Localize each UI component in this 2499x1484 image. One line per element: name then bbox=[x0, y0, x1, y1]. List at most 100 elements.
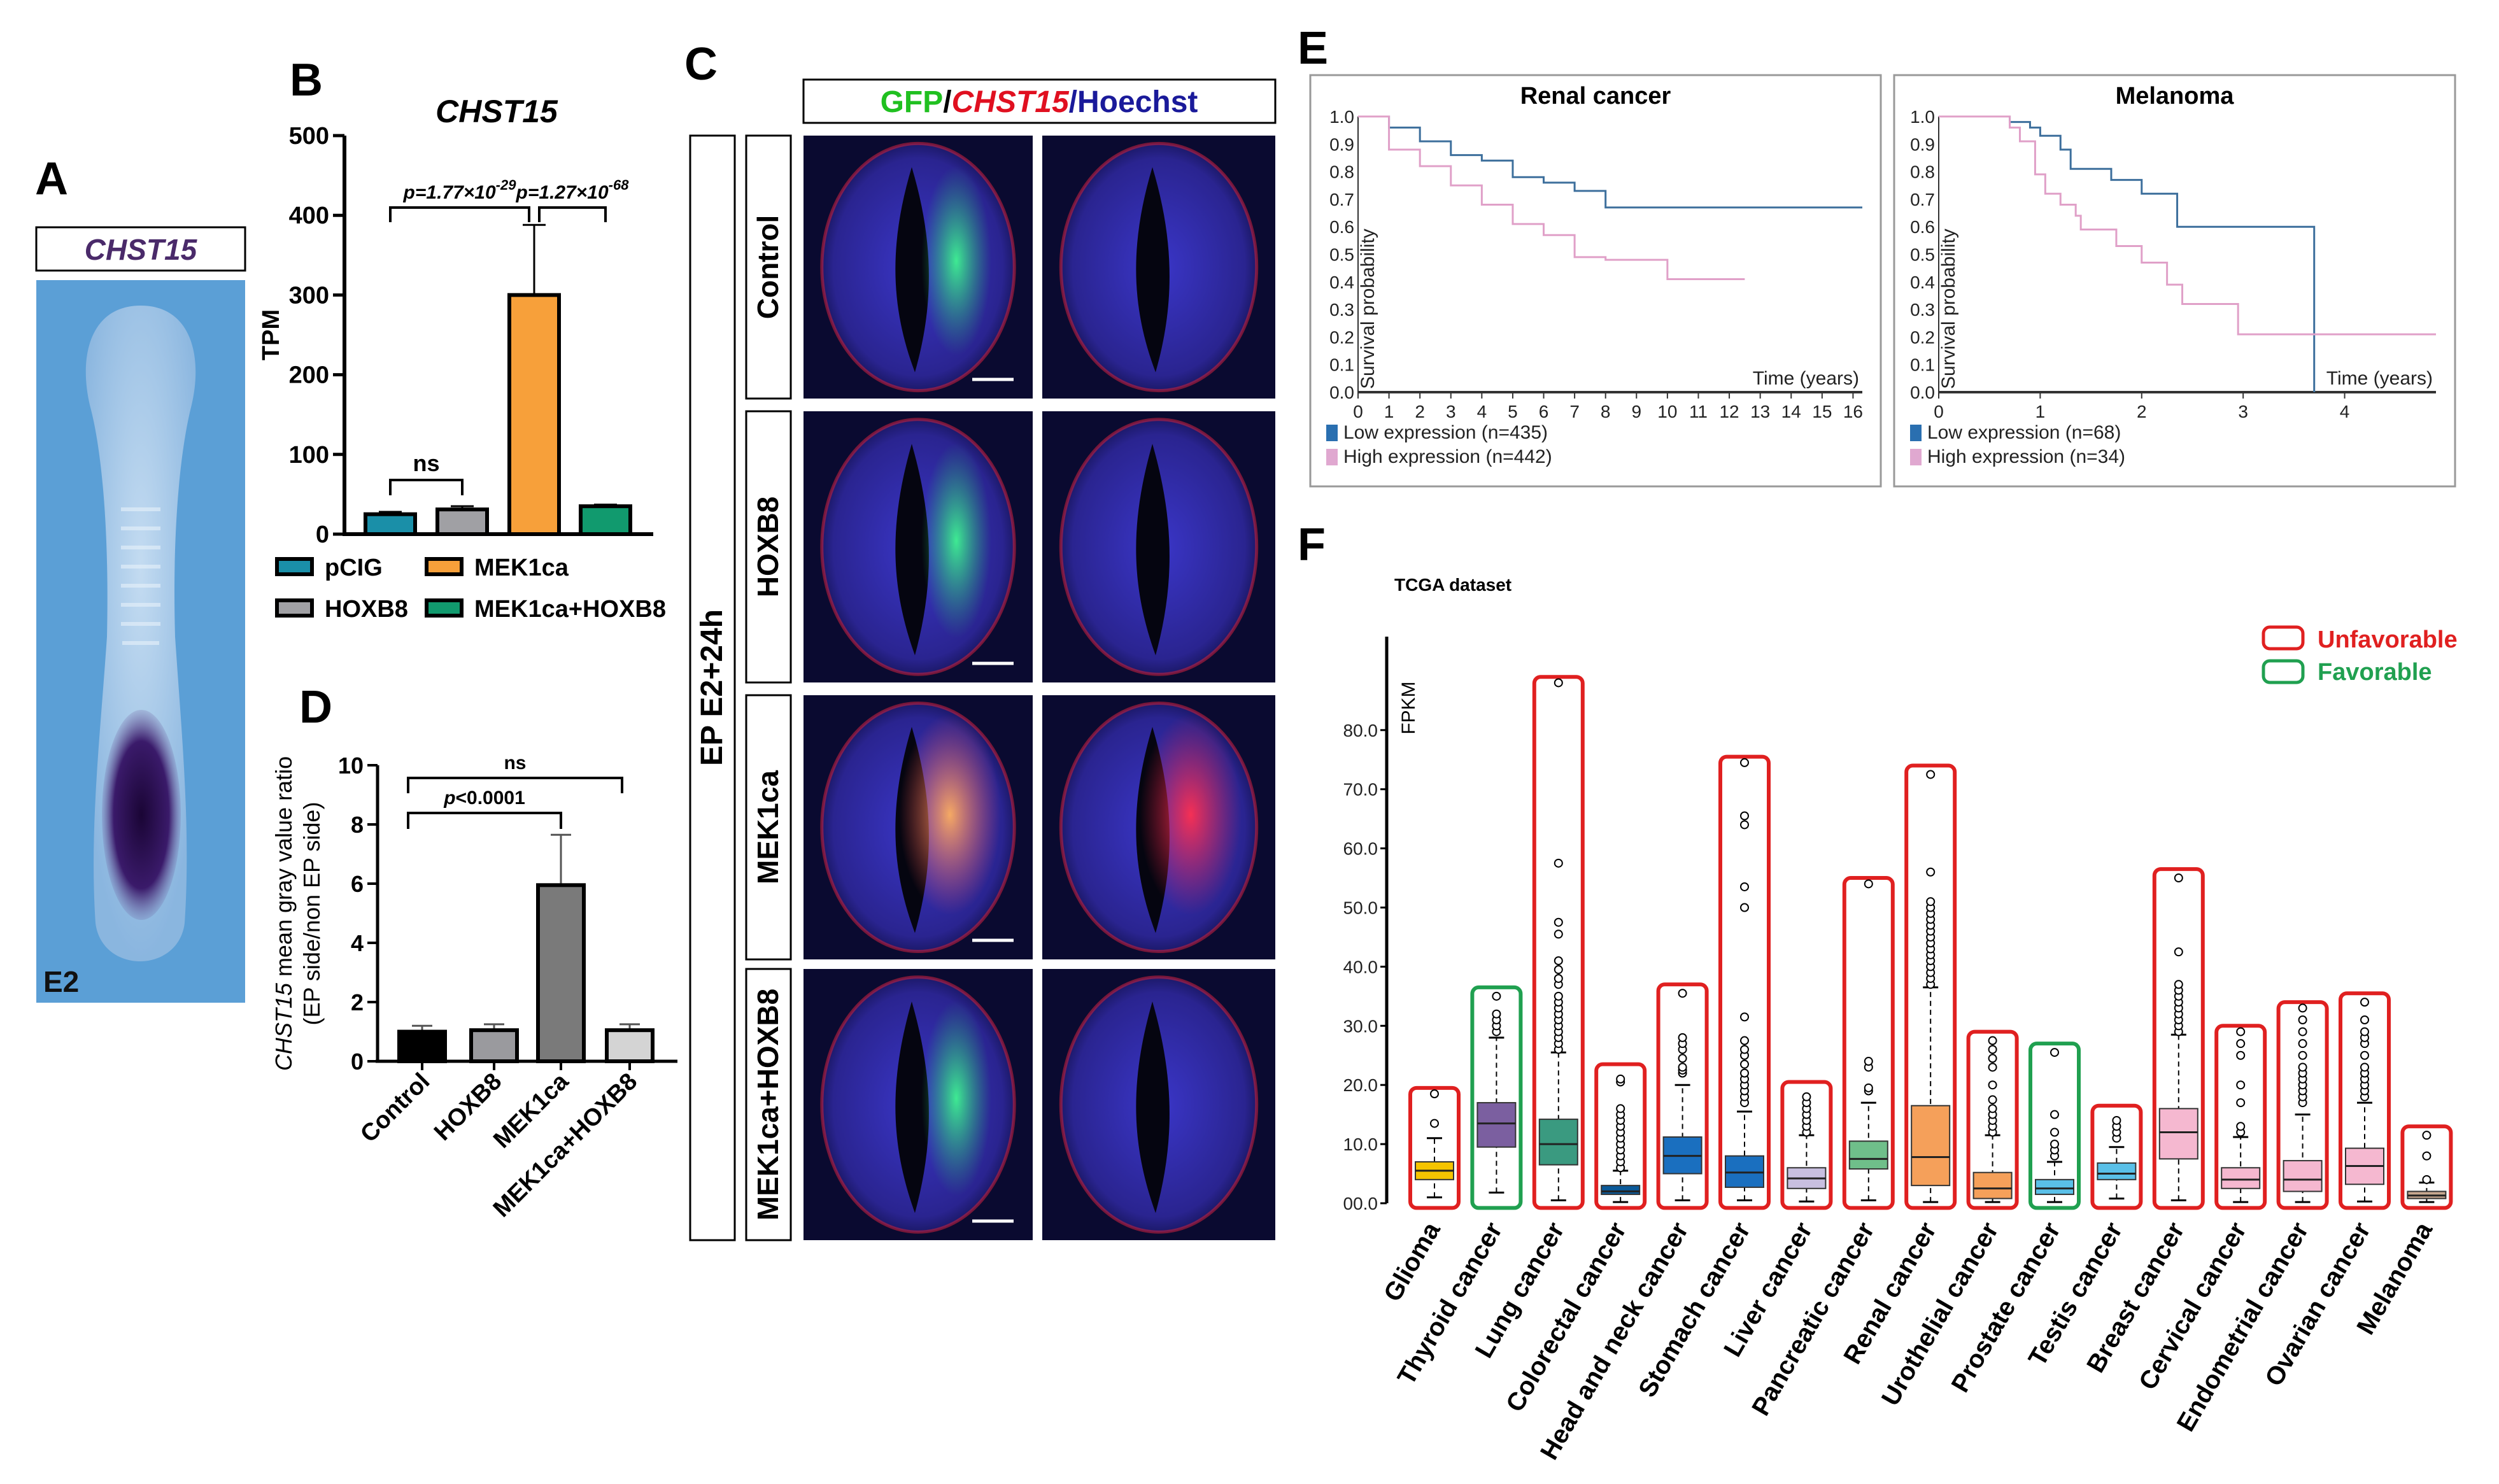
y-tick-label: 0.3 bbox=[1329, 300, 1354, 320]
header-gfp: GFP bbox=[881, 85, 944, 119]
p-symbol: p bbox=[516, 182, 528, 203]
outlier-point bbox=[1988, 1063, 1997, 1072]
boxplot-melanoma bbox=[2400, 1124, 2453, 1210]
boxplot-endometrial-cancer bbox=[2276, 1000, 2329, 1210]
significance-bracket bbox=[389, 479, 464, 495]
panel-label-a: A bbox=[35, 153, 68, 204]
outlier-point bbox=[1802, 1092, 1811, 1101]
outlier-point bbox=[1864, 1083, 1873, 1092]
outlier-point bbox=[1926, 867, 1936, 877]
panel-label-c: C bbox=[684, 39, 718, 90]
chart-d-ylabel-line2: (EP side/non EP side) bbox=[299, 802, 325, 1026]
y-tick-label: 10.0 bbox=[1343, 1134, 1378, 1154]
outlier-point bbox=[2050, 1140, 2059, 1149]
boxplot-liver-cancer bbox=[1780, 1080, 1833, 1210]
prognosis-outline bbox=[1594, 1062, 1647, 1210]
stage-label: E2 bbox=[43, 965, 79, 998]
outlier-point bbox=[1554, 956, 1563, 966]
y-tick-label: 0.5 bbox=[1329, 245, 1354, 265]
outlier-point bbox=[1554, 991, 1563, 1001]
p-value-text: <0.0001 bbox=[456, 788, 525, 809]
survival-curve-low bbox=[1939, 115, 2316, 392]
outlier-point bbox=[2236, 1039, 2246, 1049]
chst15-signal bbox=[899, 714, 1001, 915]
y-tick-label: 2 bbox=[351, 989, 364, 1015]
prognosis-outline bbox=[2214, 1024, 2267, 1210]
gfp-signal bbox=[921, 166, 991, 356]
x-tick-label: 8 bbox=[1601, 402, 1611, 421]
outlier-point bbox=[1740, 1059, 1749, 1069]
prognosis-outline bbox=[2152, 867, 2205, 1210]
outlier-point bbox=[1554, 858, 1563, 868]
outlier-point bbox=[1740, 1036, 1749, 1045]
tissue-outline bbox=[820, 418, 1016, 676]
panel-a: A CHST15 E2 bbox=[35, 153, 246, 1003]
x-axis-label: Time (years) bbox=[1753, 368, 1859, 389]
side-label: EP E2+24h bbox=[695, 609, 729, 766]
outlier-point bbox=[1616, 1104, 1625, 1113]
row-label: MEK1ca+HOXB8 bbox=[751, 989, 784, 1220]
lumen bbox=[895, 1001, 929, 1213]
prognosis-outline bbox=[1718, 754, 1771, 1210]
significance-bracket bbox=[407, 777, 623, 793]
outlier-point bbox=[2422, 1151, 2432, 1161]
y-tick-label: 80.0 bbox=[1343, 721, 1378, 740]
outlier-point bbox=[2174, 947, 2183, 957]
outlier-point bbox=[1926, 770, 1936, 779]
legend-label: High expression (n=442) bbox=[1343, 446, 1552, 467]
prognosis-outline bbox=[1842, 876, 1895, 1210]
y-tick-label: 0.4 bbox=[1910, 272, 1935, 292]
outlier-point bbox=[1988, 1036, 1997, 1045]
box bbox=[2283, 1160, 2323, 1192]
row-label: HOXB8 bbox=[751, 497, 784, 597]
outlier-point bbox=[2236, 1122, 2246, 1131]
boxplot-pancreatic-cancer bbox=[1842, 876, 1895, 1210]
outlier-point bbox=[1430, 1089, 1439, 1099]
y-tick-label: 0 bbox=[351, 1049, 364, 1075]
prognosis-outline bbox=[1966, 1029, 2019, 1210]
outlier-point bbox=[1430, 1119, 1439, 1128]
outlier-point bbox=[1554, 965, 1563, 975]
y-tick-label: 0.3 bbox=[1910, 300, 1935, 320]
outlier-point bbox=[1988, 1045, 1997, 1054]
p-symbol: p bbox=[443, 788, 455, 809]
panel-a-title: CHST15 bbox=[85, 233, 198, 266]
boxplot-glioma bbox=[1408, 1085, 1461, 1210]
chart-f-ylabel: FPKM bbox=[1398, 681, 1419, 734]
legend-label: HOXB8 bbox=[325, 596, 408, 623]
survival-curve-high bbox=[1939, 115, 2436, 336]
y-tick-label: 0.0 bbox=[1910, 383, 1935, 402]
boxplot-colorectal-cancer bbox=[1594, 1062, 1647, 1210]
row-label: MEK1ca bbox=[751, 770, 784, 884]
bar-pCIG bbox=[364, 512, 417, 537]
outlier-point bbox=[2050, 1048, 2059, 1057]
x-tick-label: 5 bbox=[1508, 402, 1518, 421]
p-value-label: ns bbox=[504, 753, 526, 774]
km-title: Melanoma bbox=[2116, 83, 2235, 110]
boxplot-head-and-neck-cancer bbox=[1656, 982, 1709, 1210]
panel-label-f: F bbox=[1298, 519, 1326, 570]
chart-b-ylabel: TPM bbox=[258, 309, 285, 360]
side-label-box bbox=[689, 134, 736, 1241]
chart-d-ylabel: CHST15 mean gray value ratio bbox=[271, 756, 297, 1071]
outlier-point bbox=[2174, 873, 2183, 883]
y-tick-label: 6 bbox=[351, 871, 364, 897]
prognosis-outline bbox=[2090, 1103, 2143, 1210]
boxplot-urothelial-cancer bbox=[1966, 1029, 2019, 1210]
outlier-point bbox=[2112, 1115, 2121, 1125]
outlier-point bbox=[1864, 879, 1873, 889]
y-tick-label: 0 bbox=[316, 521, 329, 548]
gfp-signal bbox=[921, 1000, 991, 1196]
boxplot-prostate-cancer bbox=[2028, 1042, 2081, 1210]
tissue-outline bbox=[1059, 141, 1259, 393]
x-tick-label: 2 bbox=[2137, 402, 2147, 421]
boxplot-testis-cancer bbox=[2090, 1103, 2143, 1210]
outlier-point bbox=[1740, 811, 1749, 821]
legend-swatch bbox=[1326, 449, 1338, 465]
box bbox=[1538, 1119, 1578, 1166]
chst15-signal bbox=[1140, 714, 1242, 915]
x-tick-label: 14 bbox=[1781, 402, 1801, 421]
outlier-point bbox=[2236, 1098, 2246, 1108]
legend-label: MEK1ca bbox=[474, 555, 569, 581]
y-tick-label: 0.9 bbox=[1329, 134, 1354, 154]
